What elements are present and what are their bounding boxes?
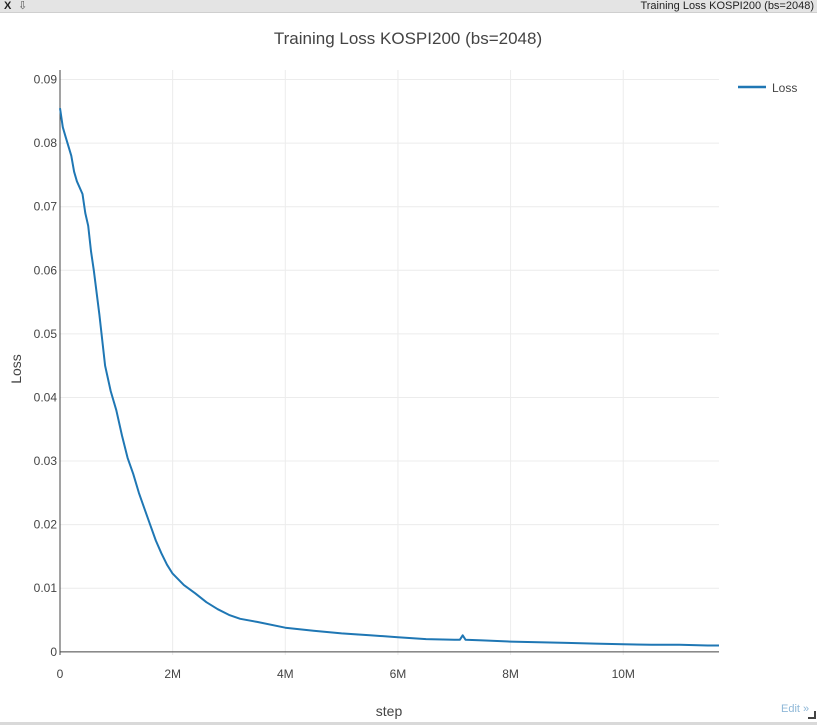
grid-lines [60,70,719,655]
y-tick-label: 0.08 [34,136,58,150]
y-tick-label: 0.03 [34,454,58,468]
y-tick-label: 0.04 [34,390,58,404]
x-tick-label: 10M [612,667,635,681]
x-tick-label: 0 [57,667,64,681]
axes: 0 0.01 0.02 0.03 0.04 0.05 0.06 0.07 0.08 0.09 0 2M… [34,70,719,681]
y-tick-label: 0.02 [34,518,58,532]
series-line-loss [59,108,719,647]
x-axis-label: step [376,703,403,719]
plot-area [59,108,719,647]
y-axis-label: Loss [8,354,24,384]
window-bottom-border [0,722,817,725]
pin-icon[interactable]: ⇩ [18,0,28,12]
resize-handle[interactable] [808,711,816,719]
x-tick-label: 6M [390,667,407,681]
y-tick-label: 0 [50,645,57,659]
y-tick-label: 0.05 [34,327,58,341]
x-tick-label: 2M [164,667,181,681]
window-titlebar: X ⇩ Training Loss KOSPI200 (bs=2048) [0,0,817,13]
legend-label-loss: Loss [772,81,797,95]
y-tick-label: 0.09 [34,73,58,87]
y-tick-label: 0.01 [34,581,58,595]
x-tick-label: 8M [502,667,519,681]
legend[interactable]: Loss [738,81,797,95]
close-icon[interactable]: X [4,0,12,12]
window-title: Training Loss KOSPI200 (bs=2048) [640,0,814,12]
chart-title: Training Loss KOSPI200 (bs=2048) [274,29,542,48]
loss-chart: Training Loss KOSPI200 (bs=2048) 0 0.01 0.… [8,29,797,719]
x-tick-label: 4M [277,667,294,681]
edit-link[interactable]: Edit » [781,703,810,715]
y-tick-label: 0.07 [34,200,58,214]
y-tick-label: 0.06 [34,263,58,277]
